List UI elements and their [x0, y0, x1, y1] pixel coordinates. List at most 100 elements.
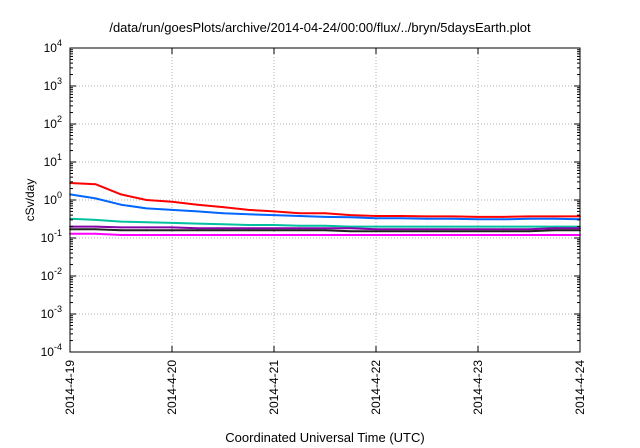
y-tick-label: 10-2 — [41, 266, 62, 283]
series-2-point — [222, 212, 224, 215]
series-6-point — [196, 234, 199, 236]
series-1-point — [528, 215, 530, 218]
series-1-point — [426, 215, 428, 218]
y-tick-label: 100 — [44, 190, 62, 207]
x-tick-label: 2014-4-24 — [573, 360, 587, 415]
series-4-point — [528, 228, 530, 231]
series-6-point — [94, 232, 97, 235]
series-1-point — [553, 215, 556, 218]
series-6-point — [553, 234, 556, 236]
series-1-point — [477, 216, 479, 218]
series-5-point — [400, 230, 403, 233]
series-5-point — [426, 230, 428, 233]
series-4-point — [375, 228, 377, 231]
series-6-point — [145, 234, 148, 236]
series-4-point — [94, 225, 97, 228]
series-6-point — [120, 234, 122, 236]
series-1-point — [375, 215, 377, 217]
series-6-point — [222, 234, 224, 236]
series-3-point — [171, 222, 173, 224]
series-3-point — [375, 225, 377, 228]
series-2-point — [120, 203, 122, 206]
series-4-point — [196, 227, 199, 230]
series-5-point — [273, 229, 275, 232]
series-4-point — [426, 228, 428, 231]
series-5-point — [120, 229, 122, 232]
series-1-point — [324, 212, 326, 215]
series-1-point — [298, 212, 301, 215]
series-1-point — [502, 216, 505, 218]
series-2-point — [273, 214, 275, 217]
series-6-point — [528, 234, 530, 236]
series-5-point — [502, 230, 505, 233]
series-6-point — [375, 234, 377, 236]
series-6-point — [426, 234, 428, 236]
series-3-point — [477, 225, 479, 228]
series-3-point — [273, 224, 275, 226]
series-2-point — [477, 218, 479, 221]
series-2-point — [196, 210, 199, 213]
series-2-point — [426, 217, 428, 220]
series-2-point — [553, 217, 556, 220]
series-5-point — [247, 229, 250, 232]
series-4-point — [400, 228, 403, 231]
series-2-point — [298, 215, 301, 217]
series-2-point — [375, 217, 377, 220]
series-3-point — [298, 224, 301, 227]
series-6-point — [324, 234, 326, 236]
x-tick-label: 2014-4-22 — [369, 360, 383, 415]
series-2-point — [528, 217, 530, 220]
series-1-point — [247, 209, 250, 211]
series-5-point — [145, 229, 148, 232]
series-2-point — [171, 209, 173, 211]
series-4-point — [553, 227, 556, 230]
series-5-point — [528, 230, 530, 233]
series-6-point — [298, 234, 301, 236]
series-6-point — [171, 234, 173, 236]
series-5-point — [349, 230, 352, 233]
series-1-point — [171, 200, 173, 203]
series-3-point — [324, 224, 326, 227]
series-6-point — [349, 234, 352, 236]
y-tick-label: 101 — [44, 152, 62, 169]
series-1-point — [196, 203, 199, 206]
series-1-point — [222, 206, 224, 209]
series-5-point — [553, 229, 556, 232]
x-tick-label: 2014-4-21 — [267, 360, 281, 415]
series-4-point — [145, 226, 148, 229]
series-2-point — [451, 217, 454, 220]
series-5-point — [94, 228, 97, 231]
series-4-point — [502, 228, 505, 231]
series-6-point — [477, 234, 479, 236]
series-4-point — [298, 227, 301, 230]
series-line-2 — [69, 193, 581, 221]
series-1-point — [451, 215, 454, 218]
series-5-point — [477, 230, 479, 233]
series-2-point — [349, 216, 352, 219]
series-6-point — [502, 234, 505, 236]
y-tick-label: 103 — [44, 76, 62, 93]
series-3-point — [145, 221, 148, 224]
series-3-point — [528, 225, 530, 228]
series-6-point — [451, 234, 454, 236]
series-1-point — [273, 210, 275, 213]
series-3-point — [451, 225, 454, 228]
x-tick-label: 2014-4-20 — [165, 360, 179, 415]
x-axis-label: Coordinated Universal Time (UTC) — [225, 430, 425, 445]
series-4-point — [349, 227, 352, 230]
series-6-point — [400, 234, 403, 236]
series-4-point — [171, 226, 173, 229]
series-4-point — [451, 228, 454, 231]
series-3-point — [426, 225, 428, 228]
series-1-point — [349, 214, 352, 217]
series-1-point — [400, 215, 403, 217]
series-group — [69, 182, 581, 236]
series-2-point — [324, 216, 326, 218]
series-5-point — [324, 229, 326, 232]
series-3-point — [120, 220, 122, 223]
series-3-point — [400, 225, 403, 228]
series-3-point — [222, 223, 224, 226]
series-3-point — [94, 219, 97, 221]
series-2-point — [94, 197, 97, 200]
